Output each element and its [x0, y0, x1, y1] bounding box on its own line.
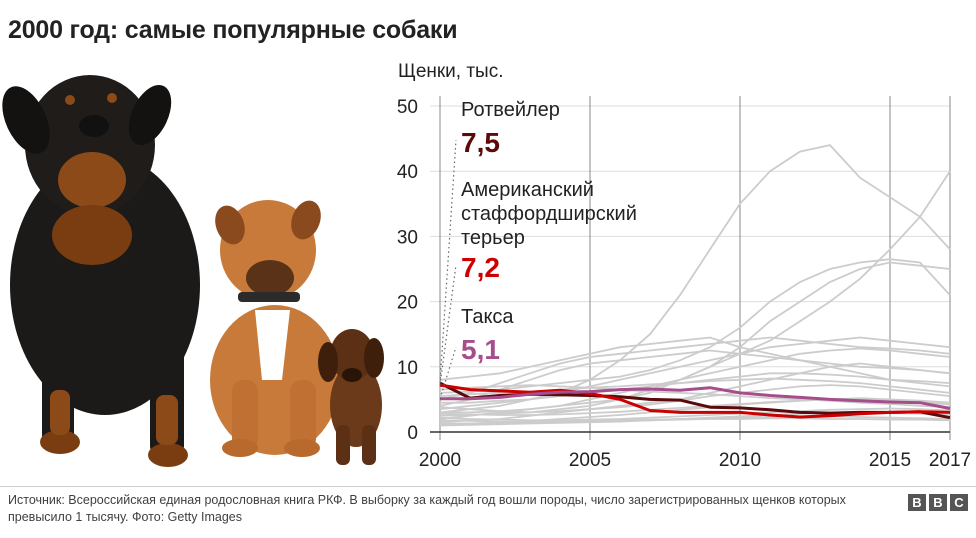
- source-note: Источник: Всероссийская единая родословн…: [8, 493, 846, 524]
- background-series-line: [439, 258, 951, 394]
- highlighted-series-group: [439, 381, 951, 420]
- amstaff-label-line-2: стаффордширский: [461, 203, 637, 225]
- background-series-line: [439, 384, 951, 409]
- background-series-line: [439, 347, 951, 420]
- bbc-logo-letter: B: [908, 494, 926, 511]
- background-series-line: [440, 417, 951, 425]
- background-series-line: [439, 407, 951, 422]
- background-series-line: [439, 336, 951, 401]
- rottweiler-photo: [2, 75, 200, 467]
- x-tick-label: 2000: [419, 450, 461, 471]
- annotation-dachshund: Такса 5,1: [461, 306, 514, 365]
- rottweiler-value: 7,5: [461, 127, 500, 158]
- axes: 0 10 20 30 40 50 2000 2005 2010 2015 2017: [397, 97, 971, 471]
- y-tick-label: 10: [397, 358, 418, 379]
- annotation-leader-line: [439, 139, 457, 384]
- series-line: [440, 386, 951, 410]
- background-series-line: [439, 362, 951, 424]
- dachshund-photo: [318, 329, 384, 465]
- amstaff-label-line-1: Американский: [461, 179, 594, 201]
- y-tick-label: 40: [397, 162, 418, 183]
- background-series-line: [439, 349, 951, 407]
- x-tick-label: 2017: [929, 450, 971, 471]
- staffordshire-terrier-photo: [210, 200, 340, 457]
- y-tick-label: 50: [397, 97, 418, 118]
- y-axis-label: Щенки, тыс.: [398, 61, 504, 82]
- annotation-leader-line: [439, 346, 457, 399]
- x-tick-label: 2015: [869, 450, 911, 471]
- dogs-photo: [2, 75, 384, 467]
- footer-divider: [0, 486, 976, 487]
- y-tick-label: 30: [397, 227, 418, 248]
- x-tick-label: 2005: [569, 450, 611, 471]
- x-tick-label: 2010: [719, 450, 761, 471]
- y-tick-label: 0: [407, 423, 418, 444]
- dachshund-value: 5,1: [461, 334, 500, 365]
- background-series-line: [439, 384, 951, 414]
- bbc-logo-letter: C: [950, 494, 968, 511]
- line-chart: 0 10 20 30 40 50 2000 2005 2010 2015 2017 Ротвейле…: [397, 96, 971, 471]
- dachshund-label: Такса: [461, 306, 514, 328]
- background-series-line: [439, 336, 951, 388]
- chart-title: 2000 год: самые популярные собаки: [8, 16, 458, 44]
- annotation-rottweiler: Ротвейлер 7,5: [461, 99, 560, 158]
- annotation-leader-lines: [439, 139, 457, 399]
- y-tick-label: 20: [397, 293, 418, 314]
- amstaff-value: 7,2: [461, 252, 500, 283]
- series-line: [439, 383, 951, 419]
- amstaff-label-line-3: терьер: [461, 227, 525, 249]
- bbc-logo-letter: B: [929, 494, 947, 511]
- annotation-amstaff: Американский стаффордширский терьер 7,2: [461, 179, 637, 283]
- rottweiler-label: Ротвейлер: [461, 99, 560, 121]
- bbc-logo: B B C: [908, 494, 968, 511]
